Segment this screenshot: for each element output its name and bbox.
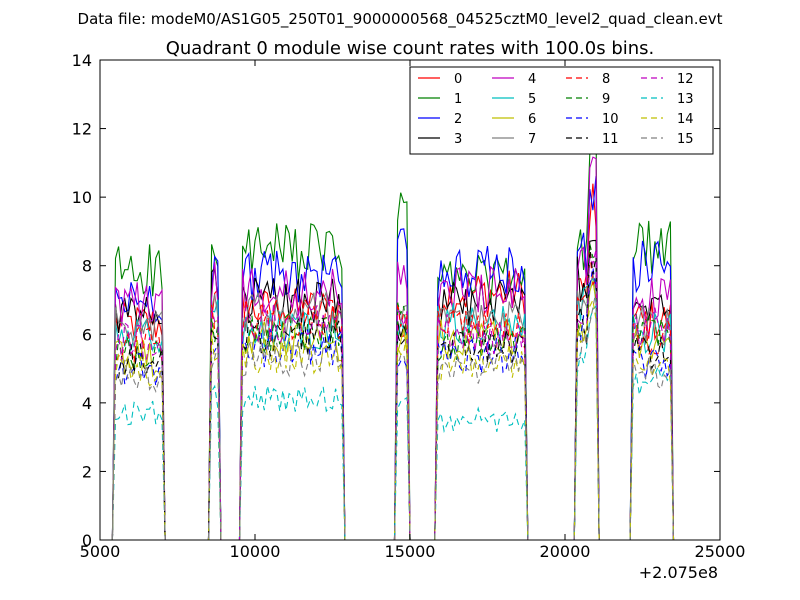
legend-label-5: 5 bbox=[528, 92, 536, 107]
legend-label-13: 13 bbox=[677, 92, 694, 107]
legend-label-8: 8 bbox=[602, 72, 610, 87]
y-tick-label: 12 bbox=[72, 120, 92, 139]
series-line-2 bbox=[111, 175, 675, 540]
legend-label-10: 10 bbox=[602, 112, 619, 127]
legend-label-1: 1 bbox=[454, 92, 462, 107]
legend-label-4: 4 bbox=[528, 72, 536, 87]
legend-label-11: 11 bbox=[602, 132, 619, 147]
legend-label-9: 9 bbox=[602, 92, 610, 107]
legend-label-7: 7 bbox=[528, 132, 536, 147]
y-tick-label: 14 bbox=[72, 51, 92, 70]
x-tick-label: 20000 bbox=[540, 542, 591, 561]
x-tick-label: 5000 bbox=[80, 542, 121, 561]
series-line-4 bbox=[111, 156, 675, 540]
legend-label-15: 15 bbox=[677, 132, 694, 147]
legend-label-6: 6 bbox=[528, 112, 536, 127]
series-line-9 bbox=[111, 243, 675, 540]
legend-label-14: 14 bbox=[677, 112, 694, 127]
x-tick-label: 25000 bbox=[695, 542, 746, 561]
x-tick-label: 15000 bbox=[385, 542, 436, 561]
series-line-8 bbox=[111, 252, 675, 540]
series-line-12 bbox=[111, 249, 675, 540]
x-offset-label: +2.075e8 bbox=[639, 563, 718, 582]
series-line-15 bbox=[111, 290, 675, 540]
y-tick-label: 10 bbox=[72, 188, 92, 207]
y-tick-label: 8 bbox=[82, 257, 92, 276]
y-tick-label: 0 bbox=[82, 531, 92, 550]
series-line-13 bbox=[111, 304, 675, 540]
legend-label-3: 3 bbox=[454, 132, 462, 147]
legend-label-0: 0 bbox=[454, 72, 462, 87]
legend-frame bbox=[409, 66, 714, 155]
legend-label-2: 2 bbox=[454, 112, 462, 127]
series-line-7 bbox=[111, 273, 675, 540]
legend-label-12: 12 bbox=[677, 72, 694, 87]
series-line-11 bbox=[111, 246, 675, 540]
chart-suptitle: Data file: modeM0/AS1G05_250T01_90000005… bbox=[78, 10, 723, 29]
y-tick-label: 2 bbox=[82, 462, 92, 481]
y-tick-label: 4 bbox=[82, 394, 92, 413]
series-layer bbox=[111, 119, 675, 540]
chart-title: Quadrant 0 module wise count rates with … bbox=[166, 38, 655, 59]
x-tick-label: 10000 bbox=[230, 542, 281, 561]
y-tick-label: 6 bbox=[82, 325, 92, 344]
